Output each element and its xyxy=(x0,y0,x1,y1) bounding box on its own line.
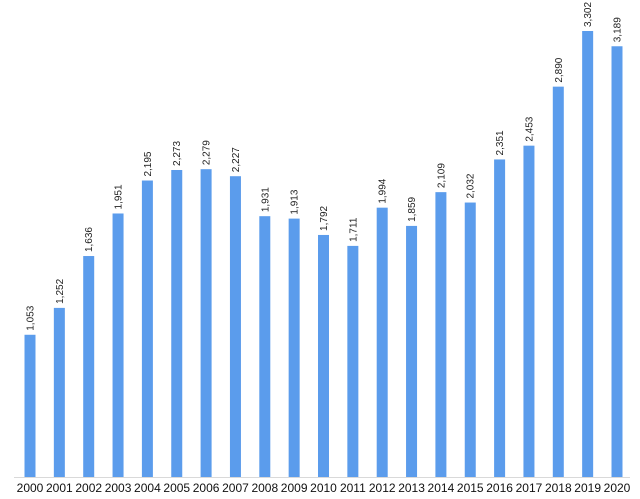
value-label-2014: 2,109 xyxy=(436,163,447,188)
x-tick-2000: 2000 xyxy=(17,481,44,495)
x-tick-2018: 2018 xyxy=(545,481,572,495)
value-label-2004: 2,195 xyxy=(143,151,154,176)
x-tick-2012: 2012 xyxy=(369,481,396,495)
bar-2001[interactable] xyxy=(53,307,65,477)
bar-2020[interactable] xyxy=(611,46,623,477)
bar-2009[interactable] xyxy=(288,218,300,478)
value-label-2007: 2,227 xyxy=(231,147,242,172)
bar-2015[interactable] xyxy=(464,202,476,478)
x-axis-ticks-group: 2000 2001 2002 2003 2004 2005 2006 2007 2008 2009… xyxy=(17,481,631,495)
x-tick-2008: 2008 xyxy=(251,481,278,495)
value-label-2018: 2,890 xyxy=(554,57,565,82)
value-label-2015: 2,032 xyxy=(466,173,477,198)
x-tick-2007: 2007 xyxy=(222,481,249,495)
x-tick-2002: 2002 xyxy=(75,481,102,495)
value-label-2005: 2,273 xyxy=(172,141,183,166)
bar-2018[interactable] xyxy=(552,86,564,478)
x-tick-2010: 2010 xyxy=(310,481,337,495)
x-tick-2019: 2019 xyxy=(574,481,601,495)
bar-2000[interactable] xyxy=(24,334,36,477)
x-tick-2017: 2017 xyxy=(516,481,543,495)
bar-2017[interactable] xyxy=(523,145,535,478)
bar-2019[interactable] xyxy=(582,31,594,477)
value-label-2012: 1,994 xyxy=(378,178,389,203)
x-tick-2006: 2006 xyxy=(193,481,220,495)
x-tick-2016: 2016 xyxy=(486,481,513,495)
value-label-2020: 3,189 xyxy=(613,17,624,42)
value-label-2016: 2,351 xyxy=(495,130,506,155)
bar-2016[interactable] xyxy=(494,159,506,477)
bar-2011[interactable] xyxy=(347,245,359,477)
bar-2003[interactable] xyxy=(112,213,124,478)
x-tick-2015: 2015 xyxy=(457,481,484,495)
bar-2004[interactable] xyxy=(141,180,153,477)
bar-2010[interactable] xyxy=(318,234,329,477)
bar-2012[interactable] xyxy=(376,207,388,478)
value-label-2013: 1,859 xyxy=(407,196,418,221)
value-label-2017: 2,453 xyxy=(524,116,535,141)
value-label-2009: 1,913 xyxy=(290,189,301,214)
value-label-2010: 1,792 xyxy=(319,205,330,230)
x-tick-2013: 2013 xyxy=(398,481,425,495)
x-tick-2001: 2001 xyxy=(46,481,73,495)
x-tick-2005: 2005 xyxy=(163,481,190,495)
value-label-2001: 1,252 xyxy=(55,278,66,303)
x-tick-2004: 2004 xyxy=(134,481,161,495)
bar-2013[interactable] xyxy=(406,225,418,477)
value-label-2000: 1,053 xyxy=(26,305,37,330)
x-tick-2009: 2009 xyxy=(281,481,308,495)
bar-2007[interactable] xyxy=(229,176,241,477)
value-label-2008: 1,931 xyxy=(260,187,271,212)
x-tick-2020: 2020 xyxy=(604,481,631,495)
value-label-2006: 2,279 xyxy=(202,140,213,165)
value-label-2003: 1,951 xyxy=(114,184,125,209)
bars-group xyxy=(24,31,623,478)
value-labels-group: 1,053 1,252 1,636 1,951 2,195 2,273 2,279 2,227… xyxy=(26,2,624,331)
bar-2006[interactable] xyxy=(200,169,212,477)
value-label-2011: 1,711 xyxy=(348,217,359,242)
bar-2005[interactable] xyxy=(171,169,183,478)
x-tick-2014: 2014 xyxy=(428,481,455,495)
bar-2014[interactable] xyxy=(435,192,447,477)
bar-2002[interactable] xyxy=(83,256,95,477)
bar-2008[interactable] xyxy=(259,216,271,477)
value-label-2002: 1,636 xyxy=(84,227,95,252)
x-tick-2003: 2003 xyxy=(105,481,132,495)
x-tick-2011: 2011 xyxy=(340,481,366,495)
value-label-2019: 3,302 xyxy=(583,2,594,27)
